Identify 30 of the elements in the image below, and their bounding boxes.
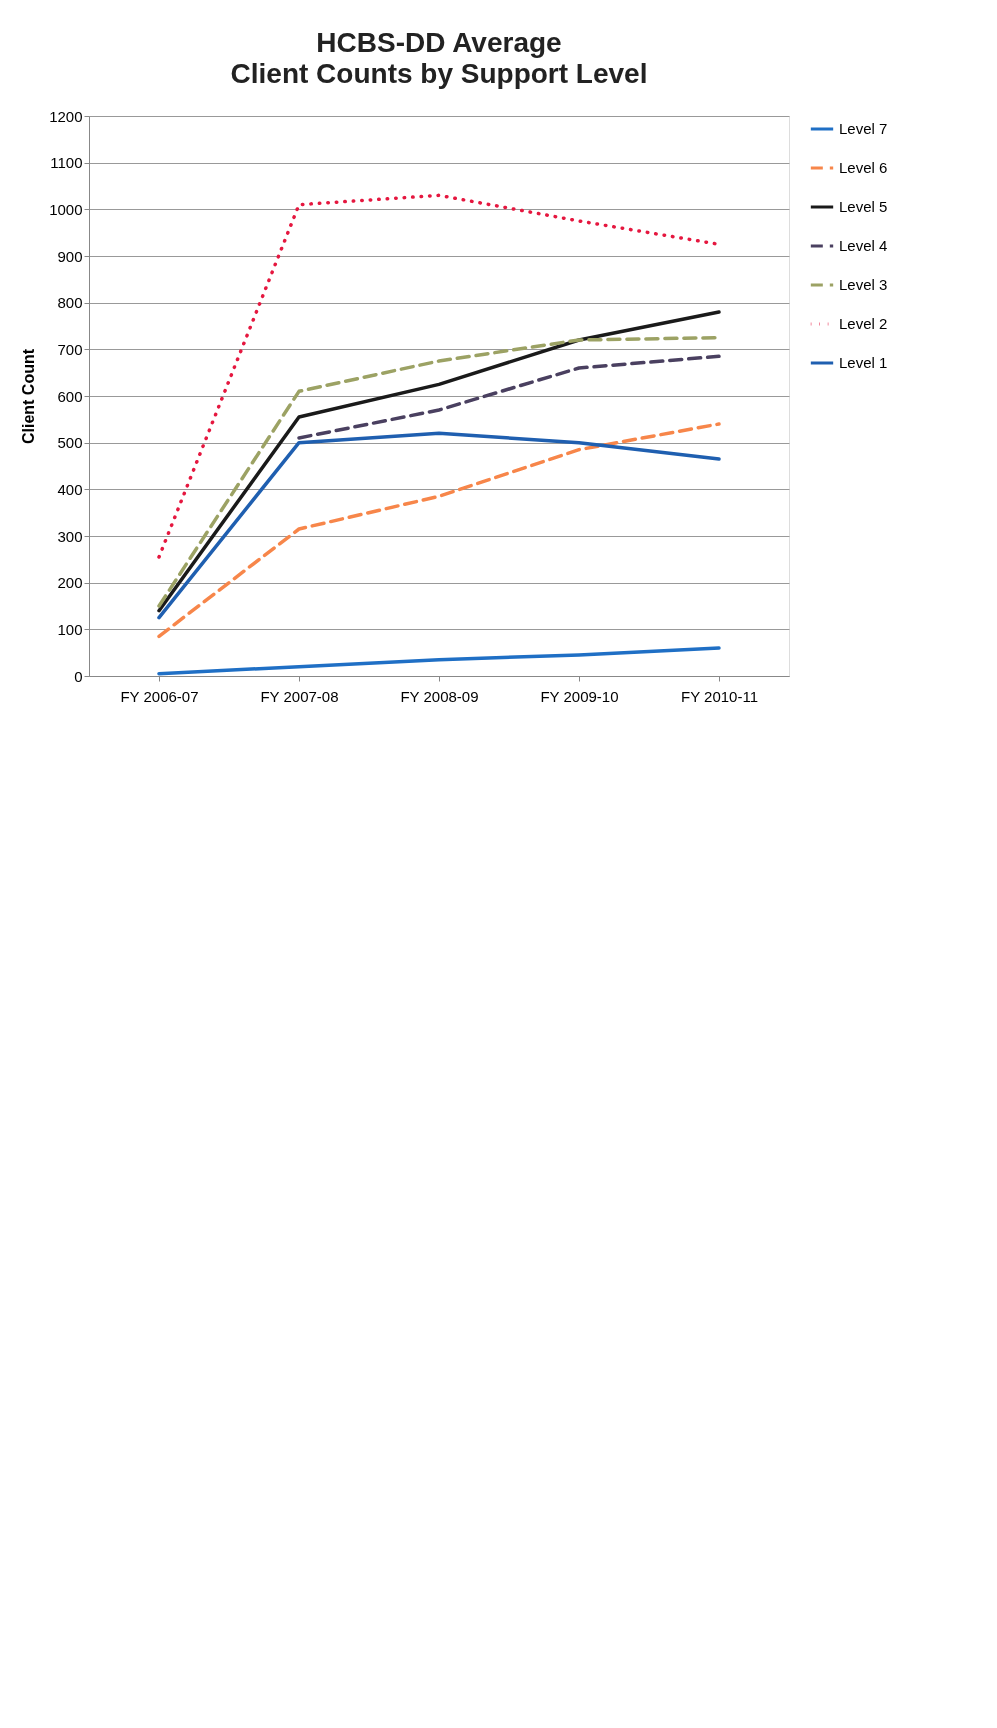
y-axis-title: Client Count xyxy=(20,348,38,445)
legend-label: Level 6 xyxy=(839,159,888,176)
chart-title: HCBS-DD Average xyxy=(316,27,562,58)
line-series xyxy=(157,646,721,676)
x-tick-label: FY 2008-09 xyxy=(400,687,479,705)
y-tick-label: 100 xyxy=(57,620,83,638)
y-tick-label: 900 xyxy=(57,247,83,265)
x-tick-label: FY 2009-10 xyxy=(540,687,619,705)
y-tick-label: 800 xyxy=(57,294,83,312)
x-tick-label: FY 2007-08 xyxy=(260,687,339,705)
y-tick-label: 200 xyxy=(57,574,83,592)
y-tick-label: 1100 xyxy=(50,154,83,172)
y-tick-label: 600 xyxy=(57,387,83,405)
y-tick-label: 300 xyxy=(57,527,83,545)
y-tick-label: 400 xyxy=(57,480,83,498)
line-series xyxy=(297,354,721,440)
x-tick-label: FY 2006-07 xyxy=(120,687,199,705)
y-tick-label: 1200 xyxy=(49,107,83,125)
legend-label: Level 2 xyxy=(839,315,888,332)
y-tick-label: 500 xyxy=(57,434,83,452)
chart-subtitle: Client Counts by Support Level xyxy=(230,58,648,89)
x-tick-label: FY 2010-11 xyxy=(681,687,758,705)
legend-label: Level 7 xyxy=(839,120,888,137)
legend-label: Level 5 xyxy=(839,198,888,215)
legend-label: Level 1 xyxy=(839,354,888,371)
legend-label: Level 4 xyxy=(839,237,888,254)
y-tick-label: 1000 xyxy=(49,200,83,218)
y-tick-label: 700 xyxy=(57,340,83,358)
y-tick-label: 0 xyxy=(74,667,83,685)
legend-label: Level 3 xyxy=(839,276,888,293)
